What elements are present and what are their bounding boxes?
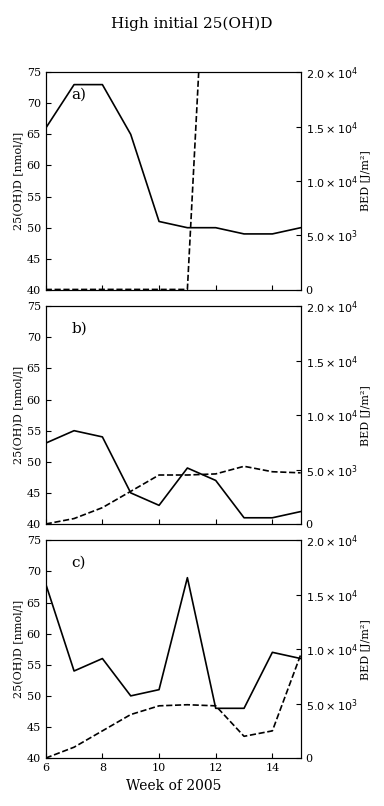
Y-axis label: BED [J/m²]: BED [J/m²] <box>361 151 371 211</box>
Text: High initial 25(OH)D: High initial 25(OH)D <box>111 16 273 31</box>
Y-axis label: 25(OH)D [nmol/l]: 25(OH)D [nmol/l] <box>13 132 24 231</box>
Y-axis label: BED [J/m²]: BED [J/m²] <box>361 619 371 679</box>
Text: a): a) <box>71 87 86 102</box>
Y-axis label: 25(OH)D [nmol/l]: 25(OH)D [nmol/l] <box>13 366 24 464</box>
Y-axis label: 25(OH)D [nmol/l]: 25(OH)D [nmol/l] <box>13 600 24 698</box>
Text: b): b) <box>71 322 87 335</box>
Y-axis label: BED [J/m²]: BED [J/m²] <box>361 384 371 446</box>
Text: c): c) <box>71 555 86 570</box>
X-axis label: Week of 2005: Week of 2005 <box>126 779 221 792</box>
